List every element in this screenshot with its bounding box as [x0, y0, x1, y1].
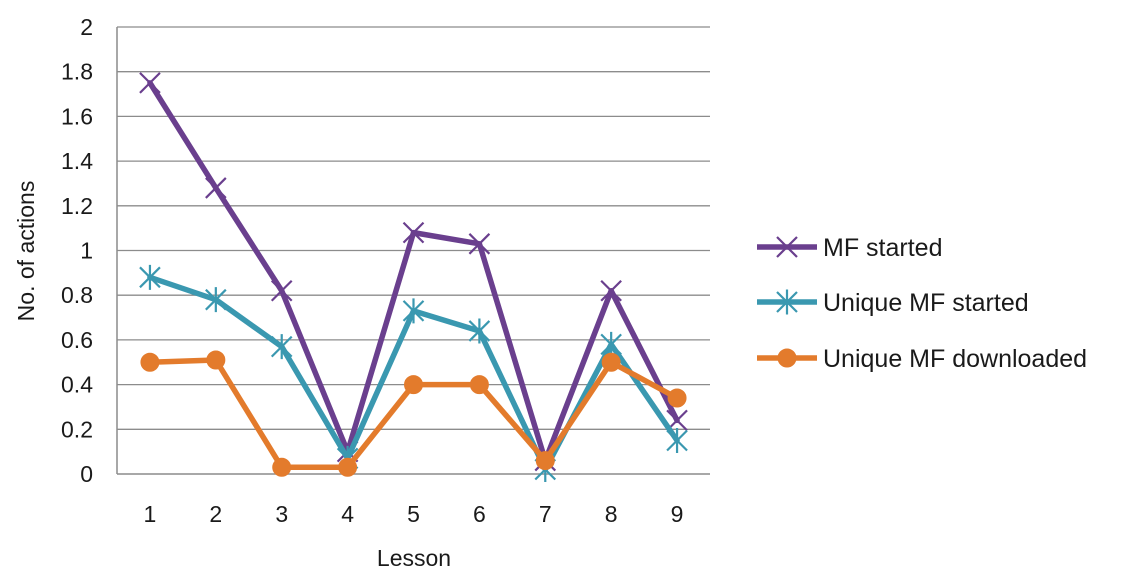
- y-tick-label: 0.6: [61, 327, 93, 353]
- legend-marker: [776, 236, 798, 258]
- x-tick-label: 4: [341, 501, 354, 527]
- legend: MF started Unique MF started Unique MF dow…: [757, 234, 1087, 373]
- series-line: [147, 80, 680, 464]
- data-point: [402, 298, 425, 324]
- legend-marker: [776, 289, 798, 315]
- y-tick-label: 0.2: [61, 416, 93, 442]
- data-point: [139, 72, 161, 94]
- x-tick-label: 5: [407, 501, 420, 527]
- data-point: [468, 233, 491, 255]
- data-point: [139, 264, 161, 290]
- x-axis-title: Lesson: [377, 545, 451, 571]
- y-tick-labels: 0 0.2 0.4 0.6 0.8 1 1.2 1.4 1.6 1.8 2: [61, 14, 93, 487]
- data-point: [272, 457, 292, 477]
- data-point: [205, 287, 227, 313]
- data-point: [338, 457, 358, 477]
- data-point: [468, 318, 491, 344]
- data-point: [404, 375, 423, 395]
- data-point: [402, 221, 425, 244]
- y-axis-title: No. of actions: [13, 181, 39, 322]
- x-tick-label: 8: [605, 501, 618, 527]
- legend-item: MF started: [757, 234, 942, 262]
- data-point: [206, 350, 226, 370]
- data-point: [600, 331, 622, 357]
- x-tick-labels: 1 2 3 4 5 6 7 8 9: [144, 501, 684, 527]
- data-point: [667, 388, 687, 408]
- x-tick-label: 6: [473, 501, 486, 527]
- data-point: [270, 279, 293, 302]
- y-tick-label: 1.8: [61, 59, 93, 85]
- x-tick-label: 1: [144, 501, 157, 527]
- legend-label: Unique MF downloaded: [823, 345, 1087, 373]
- x-tick-label: 7: [539, 501, 552, 527]
- legend-marker: [777, 348, 797, 368]
- y-tick-label: 1.2: [61, 193, 93, 219]
- y-tick-label: 0: [80, 461, 93, 487]
- legend-label: MF started: [823, 234, 942, 262]
- data-point: [270, 334, 293, 360]
- data-point: [140, 352, 160, 372]
- legend-item: Unique MF downloaded: [757, 345, 1087, 373]
- data-point: [601, 352, 621, 372]
- data-point: [469, 375, 489, 395]
- y-tick-label: 1: [80, 238, 93, 264]
- x-tick-label: 2: [209, 501, 222, 527]
- data-point: [600, 279, 622, 302]
- y-tick-label: 0.4: [61, 372, 93, 398]
- series-layer: [139, 72, 688, 483]
- data-point: [535, 451, 555, 471]
- x-tick-label: 3: [275, 501, 288, 527]
- y-tick-label: 1.4: [61, 148, 93, 174]
- data-point: [666, 427, 688, 453]
- series-mf-started: [139, 72, 688, 472]
- y-tick-label: 2: [80, 14, 93, 40]
- legend-label: Unique MF started: [823, 289, 1029, 317]
- y-tick-label: 1.6: [61, 103, 93, 129]
- y-tick-label: 0.8: [61, 282, 93, 308]
- data-point: [205, 177, 227, 199]
- x-tick-label: 9: [671, 501, 684, 527]
- legend-item: Unique MF started: [757, 289, 1029, 317]
- series-unique-mf-downloaded: [140, 350, 687, 477]
- axes: [116, 27, 710, 475]
